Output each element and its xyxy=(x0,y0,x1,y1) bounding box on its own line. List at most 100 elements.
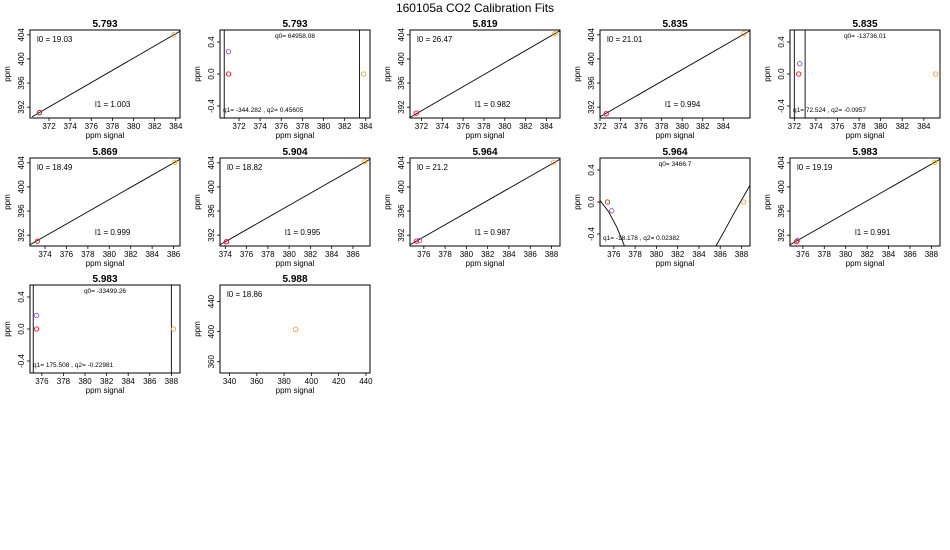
panel-1: 5.793 372 374 376 378 380 382 384 392 396 400 404 pp… xyxy=(3,19,183,140)
x-tick-label: 378 xyxy=(438,250,452,259)
y-tick-label: 392 xyxy=(587,100,596,114)
y-axis-label: ppm xyxy=(763,194,772,210)
y-tick-label: 396 xyxy=(397,204,406,218)
fit-layer xyxy=(30,158,180,246)
data-point xyxy=(552,30,558,37)
x-tick-label: 380 xyxy=(676,122,690,131)
y-tick-label: 400 xyxy=(397,52,406,66)
fit-annotation: l0 = 19.03 xyxy=(37,35,73,44)
x-tick-label: 420 xyxy=(332,377,346,386)
panels-grid: 5.793 372 374 376 378 380 382 384 392 396 400 404 pp… xyxy=(3,19,941,395)
data-point xyxy=(933,71,939,77)
x-tick-label: 384 xyxy=(882,250,896,259)
x-tick-label: 380 xyxy=(277,377,291,386)
x-tick-label: 382 xyxy=(696,122,710,131)
x-axis-label: ppm signal xyxy=(276,131,315,140)
data-point xyxy=(223,239,230,245)
panel-2: 5.793 372 374 376 378 380 382 384 -0.4 0.0 0.4 ppm … xyxy=(193,19,373,140)
x-tick-label: 380 xyxy=(317,122,331,131)
x-tick-label: 376 xyxy=(35,377,49,386)
x-axis-label: ppm signal xyxy=(276,259,315,268)
y-tick-label: 404 xyxy=(207,156,216,170)
y-tick-label: 396 xyxy=(777,204,786,218)
x-tick-label: 372 xyxy=(42,122,56,131)
y-tick-label: 440 xyxy=(207,294,216,308)
x-tick-label: 374 xyxy=(63,122,77,131)
x-tick-label: 376 xyxy=(60,250,74,259)
y-axis-label: ppm xyxy=(573,194,582,210)
x-tick-label: 374 xyxy=(809,122,823,131)
fit-layer xyxy=(790,158,940,246)
fit-annotation: q0= 64958.08 xyxy=(275,33,315,40)
panel-9: 5.964 376 378 380 382 384 386 388 -0.4 0.0 0.4 ppm … xyxy=(573,147,751,268)
x-tick-label: 382 xyxy=(100,377,114,386)
x-tick-label: 388 xyxy=(925,250,939,259)
fit-layer xyxy=(600,30,750,118)
plot-frame xyxy=(409,157,561,247)
fit-annotation: l0 = 18.82 xyxy=(227,163,263,172)
plot-frame xyxy=(409,29,561,119)
plot-frame xyxy=(29,29,181,119)
x-tick-label: 378 xyxy=(628,250,642,259)
x-tick-label: 388 xyxy=(735,250,749,259)
y-tick-label: 400 xyxy=(17,52,26,66)
fit-layer xyxy=(410,30,560,118)
fit-curve xyxy=(715,184,750,246)
x-tick-label: 376 xyxy=(634,122,648,131)
fit-annotation: q0= -33499.26 xyxy=(84,288,126,295)
panel-title: 5.835 xyxy=(662,19,687,30)
x-tick-label: 380 xyxy=(650,250,664,259)
fit-annotation: q1= -344.282 , q2= 0.45605 xyxy=(223,107,304,114)
fit-layer xyxy=(223,30,360,118)
panel-11: 5.983 376 378 380 382 384 386 388 -0.4 0.0 0.4 ppm … xyxy=(3,274,181,395)
x-tick-label: 380 xyxy=(282,250,296,259)
x-tick-label: 380 xyxy=(103,250,117,259)
plot-frame xyxy=(219,157,371,247)
fit-annotation: l1 = 1.003 xyxy=(95,100,131,109)
x-tick-label: 384 xyxy=(692,250,706,259)
y-tick-label: 396 xyxy=(17,204,26,218)
x-tick-label: 378 xyxy=(57,377,71,386)
y-tick-label: 392 xyxy=(207,228,216,242)
x-tick-label: 372 xyxy=(232,122,246,131)
x-tick-label: 378 xyxy=(852,122,866,131)
plot-frame xyxy=(219,284,371,374)
x-tick-label: 388 xyxy=(165,377,179,386)
x-tick-label: 380 xyxy=(839,250,853,259)
y-axis-label: ppm xyxy=(193,194,202,210)
x-tick-label: 382 xyxy=(481,250,495,259)
y-axis-label: ppm xyxy=(3,321,12,337)
x-tick-label: 380 xyxy=(874,122,888,131)
y-tick-label: 404 xyxy=(17,156,26,170)
y-tick-label: 392 xyxy=(17,100,26,114)
fit-line xyxy=(30,158,180,246)
x-tick-label: 386 xyxy=(903,250,917,259)
x-tick-label: 374 xyxy=(219,250,233,259)
x-tick-label: 340 xyxy=(223,377,237,386)
x-axis-label: ppm signal xyxy=(846,131,885,140)
x-tick-label: 376 xyxy=(417,250,431,259)
fit-layer xyxy=(220,158,370,246)
y-tick-label: 0.0 xyxy=(207,68,216,80)
x-tick-label: 374 xyxy=(253,122,267,131)
x-tick-label: 378 xyxy=(477,122,491,131)
x-tick-label: 372 xyxy=(593,122,607,131)
panel-10: 5.983 376 378 380 382 384 386 388 392 396 400 404 pp… xyxy=(763,147,941,268)
y-tick-label: 396 xyxy=(397,76,406,90)
plot-frame xyxy=(789,29,941,119)
y-tick-label: 400 xyxy=(207,180,216,194)
data-point xyxy=(362,158,368,165)
y-tick-label: -0.4 xyxy=(777,99,786,113)
fit-layer xyxy=(410,158,560,246)
y-tick-label: 0.0 xyxy=(17,323,26,335)
x-tick-label: 386 xyxy=(167,250,181,259)
panel-8: 5.964 376 378 380 382 384 386 388 392 396 400 404 pp… xyxy=(383,147,561,268)
fit-annotation: q1= 175.508 , q2= -0.22981 xyxy=(33,362,114,369)
x-tick-label: 374 xyxy=(614,122,628,131)
fit-layer xyxy=(31,30,180,118)
x-tick-label: 380 xyxy=(127,122,141,131)
y-tick-label: 404 xyxy=(587,28,596,42)
x-tick-label: 386 xyxy=(714,250,728,259)
panel-title: 5.819 xyxy=(472,19,497,30)
data-point xyxy=(603,111,609,117)
